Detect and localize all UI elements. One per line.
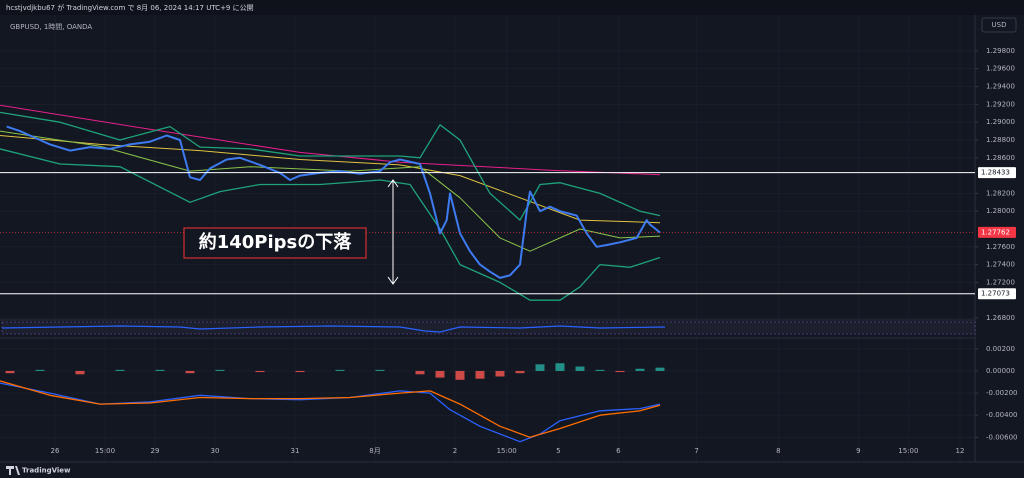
histogram-bar: [555, 363, 565, 371]
y-tick-label: 1.27600: [986, 243, 1015, 251]
y-tick-label: 0.00200: [986, 345, 1015, 353]
series-line: [0, 104, 661, 176]
price-label: 1.28433: [981, 169, 1010, 177]
x-tick-label: 7: [694, 447, 698, 455]
y-tick-label: 1.26800: [986, 314, 1015, 322]
histogram-bar: [155, 369, 165, 371]
histogram-bar: [255, 370, 265, 373]
y-tick-label: 1.27400: [986, 261, 1015, 269]
y-tick-label: 1.28600: [986, 154, 1015, 162]
histogram-bar: [655, 367, 665, 371]
y-tick-label: 1.29200: [986, 100, 1015, 108]
histogram-bar: [535, 364, 545, 371]
x-tick-label: 2: [453, 447, 457, 455]
x-tick-label: 31: [291, 447, 300, 455]
histogram-bar: [435, 370, 445, 378]
histogram-bar: [215, 369, 225, 371]
y-tick-label: 1.29400: [986, 83, 1015, 91]
y-tick-label: 0.00000: [986, 367, 1015, 375]
x-tick-label: 30: [211, 447, 220, 455]
histogram-bar: [335, 369, 345, 371]
histogram-bar: [375, 369, 385, 371]
series-line: [0, 130, 661, 252]
y-tick-label: 1.29600: [986, 65, 1015, 73]
x-tick-label: 26: [51, 447, 60, 455]
x-tick-label: 29: [151, 447, 160, 455]
x-tick-label: 9: [856, 447, 860, 455]
histogram-bar: [595, 369, 605, 371]
last-price-box: [978, 226, 1016, 238]
y-tick-label: 1.28000: [986, 207, 1015, 215]
histogram-bar: [635, 368, 645, 371]
histogram-bar: [495, 370, 505, 377]
oscillator-line: [1, 325, 666, 333]
y-tick-label: -0.00200: [986, 389, 1017, 397]
histogram-bar: [575, 366, 585, 371]
x-tick-label: 15:00: [898, 447, 918, 455]
y-tick-label: 1.27200: [986, 278, 1015, 286]
currency: USD: [992, 21, 1007, 29]
brand: TradingView: [22, 467, 71, 475]
header-bar: [0, 0, 1024, 15]
histogram-bar: [35, 369, 45, 371]
series-line: [0, 148, 661, 301]
x-tick-label: 15:00: [95, 447, 115, 455]
last-price-label: 1.27762: [981, 228, 1010, 236]
price-label-box: [978, 288, 1016, 300]
y-tick-label: -0.00600: [986, 433, 1017, 441]
y-tick-label: 1.28200: [986, 189, 1015, 197]
y-tick-label: 1.29800: [986, 47, 1015, 55]
price-label-box: [978, 167, 1016, 179]
annotation: 約140Pipsの下落: [183, 179, 399, 285]
series-line: [6, 125, 661, 279]
annotation-text: 約140Pipsの下落: [199, 231, 353, 253]
x-tick-label: 8月: [369, 447, 380, 455]
price-label: 1.27073: [981, 290, 1010, 298]
histogram-bar: [455, 370, 465, 380]
series-line: [0, 111, 661, 221]
series-line: [0, 135, 661, 224]
y-tick-label: 1.29000: [986, 118, 1015, 126]
histogram-bar: [75, 370, 85, 375]
symbol-info: GBPUSD, 1時間, OANDA: [10, 23, 92, 31]
arrow-heads: [387, 179, 399, 285]
brand-logo: [6, 466, 20, 475]
y-tick-label: -0.00400: [986, 411, 1017, 419]
series-line: [0, 380, 661, 438]
histogram-bar: [185, 370, 195, 374]
x-tick-label: 5: [556, 447, 560, 455]
histogram-bar: [115, 369, 125, 371]
x-tick-label: 15:00: [497, 447, 517, 455]
histogram-bar: [295, 370, 305, 373]
y-tick-label: 1.28800: [986, 136, 1015, 144]
annotation-box: [183, 227, 367, 259]
x-tick-label: 12: [956, 447, 965, 455]
x-tick-label: 8: [776, 447, 780, 455]
published-info: hcstjvdjkbu67 が TradingView.com で 8月 06,…: [6, 3, 254, 12]
histogram-bar: [475, 370, 485, 379]
histogram-bar: [5, 370, 15, 374]
histogram-bar: [515, 370, 525, 374]
histogram-bar: [415, 370, 425, 375]
histogram-bar: [615, 370, 625, 373]
currency-box: [981, 17, 1017, 33]
x-tick-label: 6: [616, 447, 621, 455]
